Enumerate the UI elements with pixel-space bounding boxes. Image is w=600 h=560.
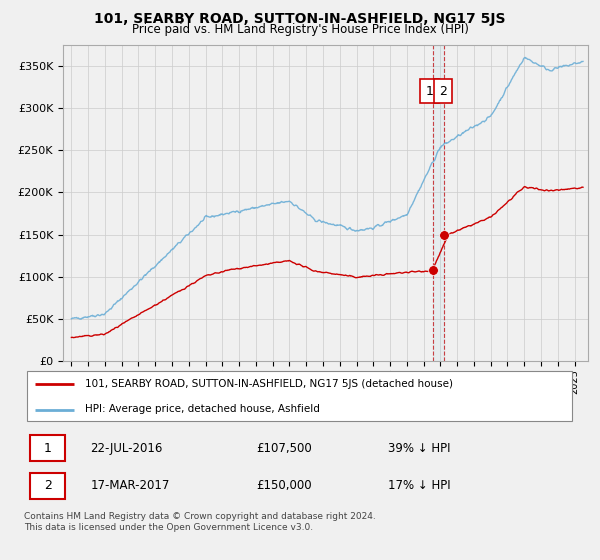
- Text: Contains HM Land Registry data © Crown copyright and database right 2024.
This d: Contains HM Land Registry data © Crown c…: [24, 512, 376, 532]
- FancyBboxPatch shape: [27, 371, 572, 421]
- Text: £150,000: £150,000: [256, 479, 311, 492]
- Text: 39% ↓ HPI: 39% ↓ HPI: [388, 442, 451, 455]
- Text: 22-JUL-2016: 22-JUL-2016: [90, 442, 163, 455]
- FancyBboxPatch shape: [29, 473, 65, 498]
- Text: 2: 2: [439, 85, 447, 97]
- Text: HPI: Average price, detached house, Ashfield: HPI: Average price, detached house, Ashf…: [85, 404, 320, 414]
- FancyBboxPatch shape: [29, 435, 65, 461]
- Text: Price paid vs. HM Land Registry's House Price Index (HPI): Price paid vs. HM Land Registry's House …: [131, 23, 469, 36]
- Text: 2: 2: [44, 479, 52, 492]
- Text: 17-MAR-2017: 17-MAR-2017: [90, 479, 170, 492]
- Text: 1: 1: [44, 442, 52, 455]
- Text: 1: 1: [425, 85, 433, 97]
- Text: 101, SEARBY ROAD, SUTTON-IN-ASHFIELD, NG17 5JS: 101, SEARBY ROAD, SUTTON-IN-ASHFIELD, NG…: [94, 12, 506, 26]
- Text: 17% ↓ HPI: 17% ↓ HPI: [388, 479, 451, 492]
- FancyBboxPatch shape: [420, 80, 439, 103]
- Text: £107,500: £107,500: [256, 442, 311, 455]
- Text: 101, SEARBY ROAD, SUTTON-IN-ASHFIELD, NG17 5JS (detached house): 101, SEARBY ROAD, SUTTON-IN-ASHFIELD, NG…: [85, 379, 453, 389]
- FancyBboxPatch shape: [434, 80, 452, 103]
- Bar: [433, 45, 444, 361]
